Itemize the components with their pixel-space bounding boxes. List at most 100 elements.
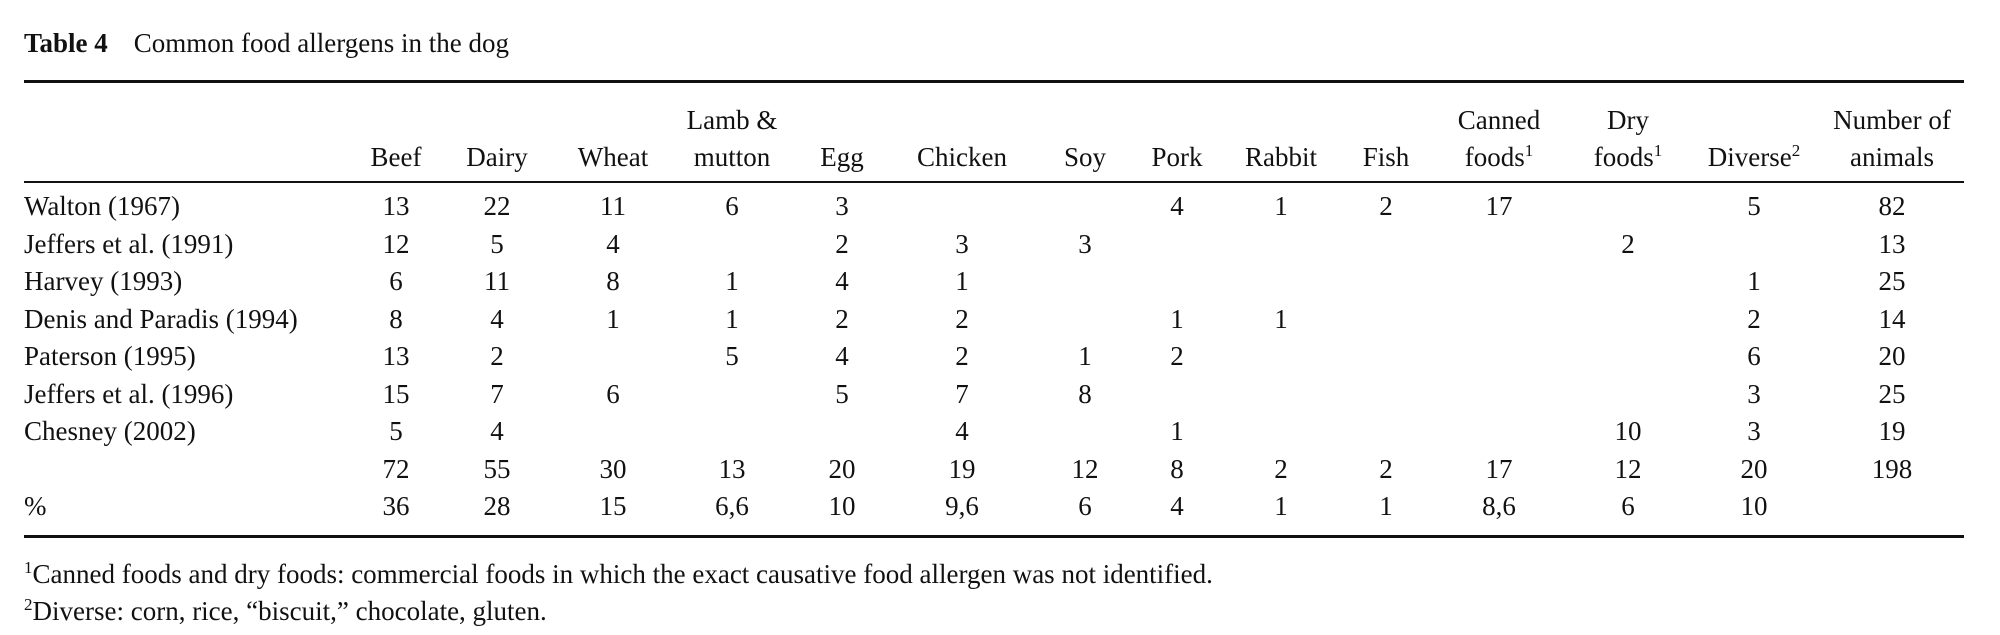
column-header-line: Dry (1607, 105, 1649, 135)
table-row: Jeffers et al. (1996) 15 7 6 5 7 8 3 25 (24, 376, 1964, 414)
value-cell: 8,6 (1482, 491, 1516, 522)
value-cell: 1 (1274, 191, 1288, 222)
value-cell: 17 (1485, 191, 1513, 222)
value-cell: 11 (600, 191, 626, 222)
value-cell (1342, 413, 1430, 451)
table-row: Denis and Paradis (1994) 8 4 1 1 2 2 1 1 2 14 (24, 301, 1964, 339)
value-cell: 15 (599, 491, 627, 522)
value-cell: 72 (382, 453, 410, 484)
value-cell (668, 376, 796, 414)
value-cell: 1 (1747, 266, 1761, 297)
value-cell: 13 (382, 191, 410, 222)
value-cell: 2 (1747, 303, 1761, 334)
value-cell: 6 (1621, 491, 1635, 522)
value-cell: 6 (606, 378, 620, 409)
column-header: Diverse2 (1688, 86, 1820, 182)
column-header-line: Chicken (917, 142, 1007, 172)
table-row: 72 55 30 13 20 19 12 8 2 2 17 12 20 198 (24, 451, 1964, 489)
column-header: Fish (1342, 86, 1430, 182)
column-header-line: Pork (1151, 142, 1203, 172)
table-row: Paterson (1995) 13 2 5 4 2 1 2 6 20 (24, 338, 1964, 376)
column-header-line: mutton (693, 142, 771, 172)
value-cell (1342, 301, 1430, 339)
header-row: Beef Dairy Wheat Lamb & mutton Egg Chicken Soy P… (24, 86, 1964, 182)
value-cell: 2 (1379, 453, 1393, 484)
value-cell: 4 (835, 341, 849, 372)
value-cell: 5 (389, 416, 403, 447)
study-cell: Paterson (1995) (24, 341, 196, 372)
column-header-line: Fish (1362, 142, 1410, 172)
value-cell: 2 (1274, 453, 1288, 484)
column-header: Pork (1134, 86, 1220, 182)
value-cell: 22 (483, 191, 511, 222)
column-header-text: foods (1464, 142, 1525, 172)
study-cell (24, 451, 356, 489)
column-header: Dry foods1 (1568, 86, 1688, 182)
value-cell (1430, 301, 1568, 339)
footnote-marker: 1 (24, 558, 33, 577)
value-cell: 6 (725, 191, 739, 222)
column-header: Dairy (436, 86, 558, 182)
value-cell: 30 (599, 453, 627, 484)
study-cell: Jeffers et al. (1991) (24, 228, 234, 259)
value-cell: 36 (382, 491, 410, 522)
column-header: Rabbit (1220, 86, 1342, 182)
value-cell: 3 (955, 228, 969, 259)
value-cell: 5 (835, 378, 849, 409)
value-cell: 20 (1740, 453, 1768, 484)
value-cell (1036, 413, 1134, 451)
value-cell: 82 (1878, 191, 1906, 222)
value-cell: 13 (382, 341, 410, 372)
value-cell: 4 (835, 266, 849, 297)
value-cell: 1 (1078, 341, 1092, 372)
value-cell: 11 (484, 266, 510, 297)
value-cell (1820, 488, 1964, 526)
value-cell: 2 (1170, 341, 1184, 372)
value-cell: 28 (483, 491, 511, 522)
column-header-line: Canned (1457, 105, 1541, 135)
value-cell: 1 (1274, 303, 1288, 334)
value-cell: 1 (1274, 491, 1288, 522)
value-cell: 8 (606, 266, 620, 297)
table-label: Table 4 (24, 28, 108, 58)
value-cell (1430, 413, 1568, 451)
value-cell (1220, 413, 1342, 451)
value-cell: 3 (1747, 378, 1761, 409)
value-cell (1430, 338, 1568, 376)
value-cell: 13 (1878, 228, 1906, 259)
value-cell: 20 (1878, 341, 1906, 372)
footnote-text: Canned foods and dry foods: commercial f… (32, 559, 1213, 589)
allergen-table: Beef Dairy Wheat Lamb & mutton Egg Chicken Soy P… (24, 86, 1964, 526)
value-cell: 12 (1071, 453, 1099, 484)
study-cell: % (24, 491, 47, 522)
value-cell: 4 (1170, 491, 1184, 522)
value-cell: 4 (490, 416, 504, 447)
value-cell: 12 (1614, 453, 1642, 484)
value-cell (1342, 338, 1430, 376)
column-header-line: Wheat (577, 142, 649, 172)
value-cell: 2 (835, 303, 849, 334)
value-cell (796, 413, 888, 451)
column-header: Beef (356, 86, 436, 182)
value-cell: 10 (1614, 416, 1642, 447)
value-cell (668, 413, 796, 451)
value-cell: 20 (828, 453, 856, 484)
value-cell (888, 182, 1036, 226)
column-header: Canned foods1 (1430, 86, 1568, 182)
value-cell: 7 (490, 378, 504, 409)
value-cell: 6 (1747, 341, 1761, 372)
footnote-marker: 1 (1524, 141, 1534, 160)
value-cell (1134, 263, 1220, 301)
study-cell: Chesney (2002) (24, 416, 196, 447)
value-cell (1220, 338, 1342, 376)
column-header: Egg (796, 86, 888, 182)
column-header: Lamb & mutton (668, 86, 796, 182)
value-cell: 8 (389, 303, 403, 334)
column-header-line: Egg (820, 142, 864, 172)
footnote: 1Canned foods and dry foods: commercial … (24, 556, 1213, 593)
value-cell (1036, 301, 1134, 339)
value-cell: 8 (1170, 453, 1184, 484)
value-cell (558, 413, 668, 451)
table-footnotes: 1Canned foods and dry foods: commercial … (24, 556, 1213, 630)
column-header: Soy (1036, 86, 1134, 182)
